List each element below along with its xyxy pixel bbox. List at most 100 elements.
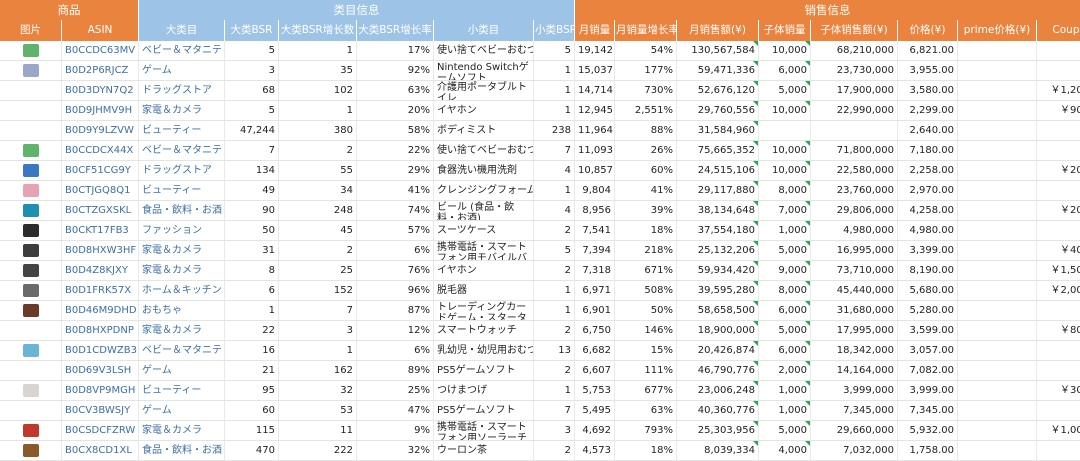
- child-sales-cell[interactable]: 10,000: [759, 161, 811, 180]
- asin-cell[interactable]: B0D1CDWZB3: [62, 341, 139, 360]
- table-row[interactable]: B0D46M9DHDおもちゃ1787%トレーディングカードゲーム・スターターパッ…: [0, 301, 1080, 321]
- coupon-cell[interactable]: 5%: [1037, 341, 1080, 360]
- prime-price-cell[interactable]: [958, 81, 1037, 100]
- revenue-cell[interactable]: 40,360,776: [677, 401, 759, 420]
- coupon-cell[interactable]: 5%: [1037, 41, 1080, 60]
- bsr-rate-cell[interactable]: 29%: [357, 161, 434, 180]
- category-cell[interactable]: 食品・飲料・お酒: [139, 201, 225, 220]
- col-header-prime-price[interactable]: prime价格(¥): [958, 20, 1037, 41]
- col-header-image[interactable]: 图片: [0, 20, 62, 41]
- bsr-increase-cell[interactable]: 380: [279, 121, 357, 140]
- monthly-sales-cell[interactable]: 19,142: [575, 41, 615, 60]
- prime-price-cell[interactable]: [958, 201, 1037, 220]
- bsr-cell[interactable]: 115: [225, 421, 279, 440]
- child-sales-cell[interactable]: 5,000: [759, 321, 811, 340]
- asin-cell[interactable]: B0D1FRK57X: [62, 281, 139, 300]
- sales-rate-cell[interactable]: 177%: [615, 61, 677, 80]
- prime-price-cell[interactable]: [958, 221, 1037, 240]
- prime-price-cell[interactable]: [958, 321, 1037, 340]
- category-cell[interactable]: ビューティー: [139, 181, 225, 200]
- monthly-sales-cell[interactable]: 7,394: [575, 241, 615, 260]
- bsr-increase-cell[interactable]: 7: [279, 301, 357, 320]
- price-cell[interactable]: 5,280.00: [898, 301, 958, 320]
- image-cell[interactable]: [0, 261, 62, 280]
- category-cell[interactable]: ファッション: [139, 221, 225, 240]
- sub-bsr-cell[interactable]: 1: [534, 181, 575, 200]
- revenue-cell[interactable]: 29,760,556: [677, 101, 759, 120]
- bsr-rate-cell[interactable]: 87%: [357, 301, 434, 320]
- child-sales-cell[interactable]: 5,000: [759, 81, 811, 100]
- coupon-cell[interactable]: ￥200.00: [1060, 165, 1080, 176]
- subcategory-cell[interactable]: イヤホン: [434, 261, 534, 280]
- bsr-increase-cell[interactable]: 162: [279, 361, 357, 380]
- subcategory-cell[interactable]: Nintendo Switchゲームソフト: [434, 61, 534, 80]
- table-row[interactable]: B0CKT17FB3 ファッション 50 45 57% スーツケース 2 7,541 18% 37…: [0, 221, 1080, 241]
- child-revenue-cell[interactable]: 73,710,000: [811, 261, 898, 280]
- bsr-cell[interactable]: 50: [225, 221, 279, 240]
- child-sales-cell[interactable]: 1,000: [759, 401, 811, 420]
- monthly-sales-cell[interactable]: 6,971: [575, 281, 615, 300]
- price-cell[interactable]: 3,580.00: [898, 81, 958, 100]
- asin-cell[interactable]: B0D8HXPDNP: [62, 321, 139, 340]
- bsr-cell[interactable]: 47,244: [225, 121, 279, 140]
- monthly-sales-cell[interactable]: 7,541: [575, 221, 615, 240]
- subcategory-cell[interactable]: 脱毛器: [434, 281, 534, 300]
- revenue-cell[interactable]: 20,426,874: [677, 341, 759, 360]
- child-revenue-cell[interactable]: 23,730,000: [811, 61, 898, 80]
- sales-rate-cell[interactable]: 2,551%: [615, 101, 677, 120]
- bsr-rate-cell[interactable]: 47%: [357, 401, 434, 420]
- col-header-child-sales[interactable]: 子体销量: [759, 20, 811, 41]
- image-cell[interactable]: [0, 401, 62, 420]
- sub-bsr-cell[interactable]: 4: [534, 201, 575, 220]
- bsr-cell[interactable]: 5: [225, 41, 279, 60]
- image-cell[interactable]: [0, 341, 62, 360]
- prime-price-cell[interactable]: [958, 301, 1037, 320]
- child-sales-cell[interactable]: 8,000: [759, 281, 811, 300]
- category-cell[interactable]: 家電＆カメラ: [139, 261, 225, 280]
- image-cell[interactable]: [0, 81, 62, 100]
- bsr-rate-cell[interactable]: 9%: [357, 421, 434, 440]
- sub-bsr-cell[interactable]: 5: [534, 41, 575, 60]
- sub-bsr-cell[interactable]: 1: [534, 381, 575, 400]
- category-cell[interactable]: ベビー＆マタニテ: [139, 341, 225, 360]
- price-cell[interactable]: 3,399.00: [898, 241, 958, 260]
- sales-rate-cell[interactable]: 218%: [615, 241, 677, 260]
- child-revenue-cell[interactable]: 16,995,000: [811, 241, 898, 260]
- sales-rate-cell[interactable]: 63%: [615, 401, 677, 420]
- bsr-rate-cell[interactable]: 74%: [357, 201, 434, 220]
- col-header-monthly-sales[interactable]: 月销量: [575, 20, 615, 41]
- sub-bsr-cell[interactable]: 3: [534, 421, 575, 440]
- subcategory-cell[interactable]: PS5ゲームソフト: [434, 361, 534, 380]
- image-cell[interactable]: [0, 161, 62, 180]
- sales-rate-cell[interactable]: 26%: [615, 141, 677, 160]
- sub-bsr-cell[interactable]: 1: [534, 301, 575, 320]
- child-revenue-cell[interactable]: 29,660,000: [811, 421, 898, 440]
- price-cell[interactable]: 6,821.00: [898, 41, 958, 60]
- bsr-increase-cell[interactable]: 34: [279, 181, 357, 200]
- table-row[interactable]: B0CF51CG9Y ドラッグストア 134 55 29% 食器洗い機用洗剤 4 10,857…: [0, 161, 1080, 181]
- bsr-increase-cell[interactable]: 53: [279, 401, 357, 420]
- image-cell[interactable]: [0, 301, 62, 320]
- sales-rate-cell[interactable]: 793%: [615, 421, 677, 440]
- monthly-sales-cell[interactable]: 5,495: [575, 401, 615, 420]
- bsr-cell[interactable]: 134: [225, 161, 279, 180]
- prime-price-cell[interactable]: [958, 61, 1037, 80]
- bsr-increase-cell[interactable]: 32: [279, 381, 357, 400]
- asin-cell[interactable]: B0CX8CD1XL: [62, 441, 139, 460]
- bsr-increase-cell[interactable]: 11: [279, 421, 357, 440]
- bsr-increase-cell[interactable]: 102: [279, 81, 357, 100]
- sub-bsr-cell[interactable]: 1: [534, 281, 575, 300]
- col-header-bsr-rate[interactable]: 大类BSR增长率: [357, 20, 434, 41]
- asin-cell[interactable]: B0D2P6RJCZ: [62, 61, 139, 80]
- coupon-cell[interactable]: ￥2,000.00: [1050, 285, 1080, 296]
- coupon-cell[interactable]: ￥1,500.00: [1050, 265, 1080, 276]
- category-cell[interactable]: ビューティー: [139, 381, 225, 400]
- revenue-cell[interactable]: 25,132,206: [677, 241, 759, 260]
- child-sales-cell[interactable]: [759, 121, 811, 140]
- prime-price-cell[interactable]: [958, 161, 1037, 180]
- prime-price-cell[interactable]: [958, 361, 1037, 380]
- bsr-cell[interactable]: 3: [225, 61, 279, 80]
- table-row[interactable]: B0CTZGXSKL 食品・飲料・お酒 90 248 74% ビール (食品・飲料・お酒)…: [0, 201, 1080, 221]
- category-cell[interactable]: ホーム＆キッチン: [139, 281, 225, 300]
- sub-bsr-cell[interactable]: 2: [534, 441, 575, 460]
